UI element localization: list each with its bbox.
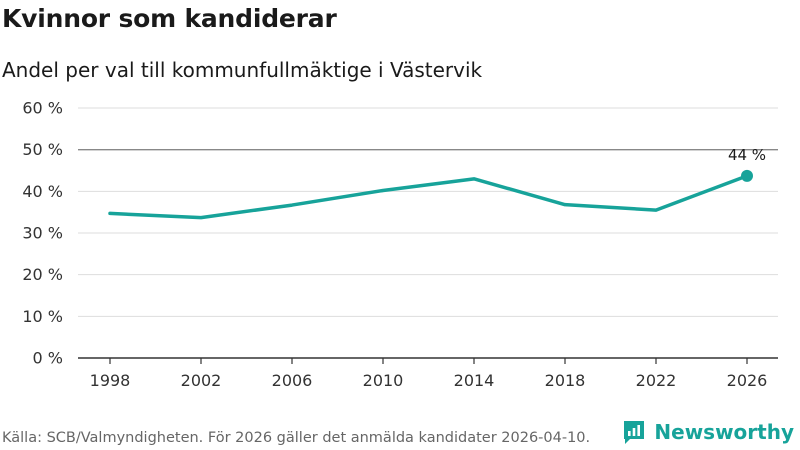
data-point-last xyxy=(741,169,753,182)
x-tick-label: 2010 xyxy=(363,371,404,390)
x-tick-label: 1998 xyxy=(90,371,131,390)
line-chart: 0 % 10 % 20 % 30 % 40 % 50 % 60 % 1998 2002 2006 2… xyxy=(22,99,778,390)
series-line xyxy=(108,174,749,220)
x-tick-label: 2014 xyxy=(454,371,495,390)
chart-title: Kvinnor som kandiderar xyxy=(2,4,337,33)
y-tick-label: 0 % xyxy=(33,349,63,368)
y-tick-label: 50 % xyxy=(22,140,63,159)
source-footnote: Källa: SCB/Valmyndigheten. För 2026 gäll… xyxy=(2,430,591,446)
x-tick-label: 2006 xyxy=(272,371,313,390)
y-tick-label: 10 % xyxy=(22,307,63,326)
y-tick-label: 40 % xyxy=(22,182,63,201)
x-tick-label: 2002 xyxy=(181,371,222,390)
chart-subtitle: Andel per val till kommunfullmäktige i V… xyxy=(2,58,483,82)
brand-name: Newsworthy xyxy=(654,420,794,444)
brand-logo: Newsworthy xyxy=(622,419,794,445)
y-tick-label: 20 % xyxy=(22,265,63,284)
y-tick-label: 60 % xyxy=(22,99,63,118)
x-tick-label: 2022 xyxy=(636,371,677,390)
x-tick-label: 2026 xyxy=(727,371,768,390)
data-label-last: 44 % xyxy=(728,146,766,164)
x-tick-label: 2018 xyxy=(545,371,586,390)
newsworthy-logo-icon xyxy=(624,421,645,444)
y-tick-label: 30 % xyxy=(22,224,63,243)
